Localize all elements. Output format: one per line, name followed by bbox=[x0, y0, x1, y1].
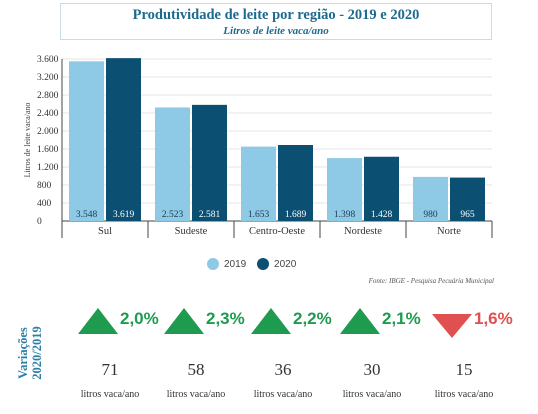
y-tick-label: 0 bbox=[37, 217, 42, 227]
chart-title-box: Produtividade de leite por região - 2019… bbox=[60, 3, 492, 40]
bar-2020 bbox=[192, 104, 227, 221]
variation-unit: litros vaca/ano bbox=[434, 389, 494, 400]
variation-percent: 2,2% bbox=[293, 309, 332, 328]
bar-2019 bbox=[413, 176, 448, 221]
legend-swatch-2019 bbox=[207, 258, 219, 270]
y-tick-label: 3.600 bbox=[37, 55, 59, 65]
data-label-2020: 1.689 bbox=[285, 210, 307, 220]
variation-amount: 58 bbox=[187, 360, 205, 379]
variation-amount: 30 bbox=[363, 360, 381, 379]
variation-percent: 1,6% bbox=[474, 309, 513, 328]
y-tick-label: 400 bbox=[37, 199, 52, 209]
triangle-up-icon bbox=[340, 308, 380, 334]
variations-label: Variações 2020/2019 bbox=[16, 318, 56, 388]
variation-unit: litros vaca/ano bbox=[80, 389, 140, 400]
y-tick-label: 800 bbox=[37, 181, 52, 191]
variations-label-line1: Variações bbox=[16, 327, 30, 379]
variation-unit: litros vaca/ano bbox=[166, 389, 226, 400]
bar-2019 bbox=[327, 158, 362, 221]
chart-subtitle: Litros de leite vaca/ano bbox=[223, 25, 329, 37]
variation-unit: litros vaca/ano bbox=[253, 389, 313, 400]
variation-percent: 2,0% bbox=[120, 309, 159, 328]
legend-swatch-2020 bbox=[257, 258, 270, 270]
variation-item: 2,0% bbox=[78, 306, 180, 340]
y-tick-label: 2.400 bbox=[37, 109, 59, 119]
variations-label-line2: 2020/2019 bbox=[30, 326, 44, 380]
variation-percent: 2,1% bbox=[382, 309, 421, 328]
data-label-2019: 1.653 bbox=[248, 210, 270, 220]
legend-item-2020: 2020 bbox=[257, 258, 296, 270]
y-tick-label: 2.000 bbox=[37, 127, 59, 137]
x-tick-label: Sudeste bbox=[175, 226, 208, 237]
variation-item: 1,6% bbox=[432, 306, 534, 340]
chart-title: Produtividade de leite por região - 2019… bbox=[132, 7, 420, 23]
variation-item: 2,2% bbox=[251, 306, 353, 340]
bar-2019 bbox=[155, 107, 190, 221]
data-label-2019: 1.398 bbox=[334, 210, 356, 220]
variation-unit: litros vaca/ano bbox=[342, 389, 402, 400]
y-tick-label: 1.600 bbox=[37, 145, 59, 155]
legend-label-2020: 2020 bbox=[274, 258, 297, 270]
x-tick-label: Nordeste bbox=[344, 226, 382, 237]
legend-item-2019: 2019 bbox=[207, 258, 246, 270]
variations-label-text: Variações 2020/2019 bbox=[16, 318, 44, 388]
triangle-up-icon bbox=[78, 308, 118, 334]
variation-amount: 15 bbox=[455, 360, 473, 379]
variation-item: 2,3% bbox=[164, 306, 266, 340]
x-tick-label: Norte bbox=[437, 226, 461, 237]
variation-amount: 71 bbox=[101, 360, 119, 379]
triangle-up-icon bbox=[251, 308, 291, 334]
bar-2020 bbox=[450, 177, 485, 221]
variation-item: 2,1% bbox=[340, 306, 442, 340]
bar-2019 bbox=[69, 61, 104, 222]
y-tick-label: 2.800 bbox=[37, 91, 59, 101]
variation-percent: 2,3% bbox=[206, 309, 245, 328]
triangle-down-icon bbox=[432, 314, 472, 338]
data-label-2020: 965 bbox=[460, 210, 475, 220]
data-label-2019: 3.548 bbox=[76, 210, 98, 220]
bar-2020 bbox=[106, 58, 141, 221]
data-label-2020: 1.428 bbox=[371, 210, 393, 220]
variation-amount: 36 bbox=[274, 360, 292, 379]
bar-2020 bbox=[364, 156, 399, 221]
bar-chart: 0 400 800 1.200 1.600 2.000 2.400 2.800 3.200 3.6… bbox=[23, 55, 493, 238]
triangle-up-icon bbox=[164, 308, 204, 334]
x-tick-label: Centro-Oeste bbox=[249, 226, 305, 237]
y-axis-label: Litros de leite vaca/ano bbox=[23, 103, 32, 178]
x-tick-label: Sul bbox=[98, 226, 112, 237]
bar-2019 bbox=[241, 146, 276, 221]
data-label-2020: 2.581 bbox=[199, 210, 221, 220]
data-label-2019: 980 bbox=[423, 210, 438, 220]
data-label-2019: 2.523 bbox=[162, 210, 184, 220]
bar-2020 bbox=[278, 144, 313, 221]
y-tick-label: 3.200 bbox=[37, 73, 59, 83]
y-tick-label: 1.200 bbox=[37, 163, 59, 173]
source-note: Fonte: IBGE - Pesquisa Pecuária Municipa… bbox=[368, 277, 494, 285]
data-label-2020: 3.619 bbox=[113, 210, 135, 220]
legend-label-2019: 2019 bbox=[224, 258, 247, 270]
chart-legend: 2019 2020 bbox=[207, 258, 304, 273]
